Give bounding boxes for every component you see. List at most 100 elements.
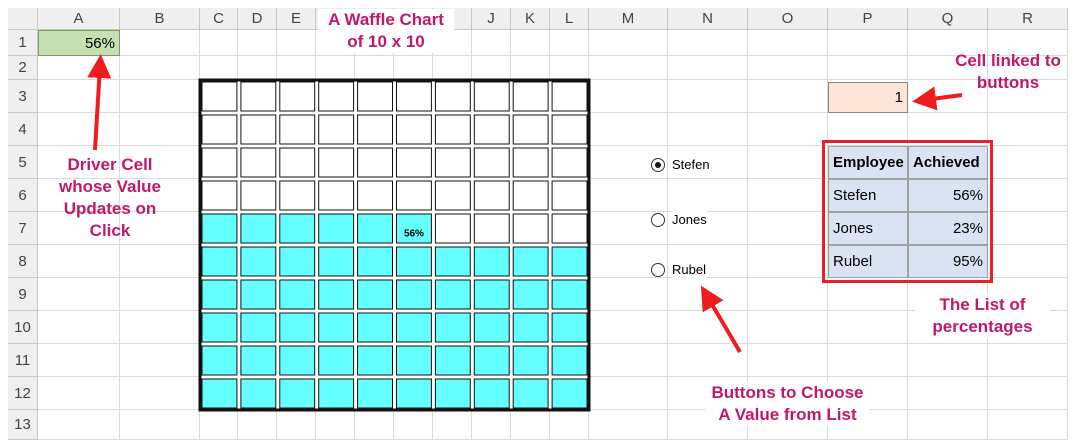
waffle-cell-filled — [279, 312, 316, 343]
waffle-cell — [318, 114, 355, 145]
row-header: 13 — [8, 410, 38, 440]
waffle-cell-filled — [473, 378, 510, 409]
waffle-cell — [357, 114, 394, 145]
row-header: 2 — [8, 56, 38, 80]
grid-line — [38, 112, 1068, 113]
waffle-cell — [318, 180, 355, 211]
column-header: R — [988, 8, 1068, 30]
waffle-cell — [396, 180, 432, 211]
waffle-cell — [357, 81, 394, 112]
waffle-cell-filled — [512, 378, 549, 409]
radio-label[interactable]: Stefen — [672, 156, 710, 174]
waffle-cell-filled — [434, 312, 471, 343]
waffle-cell — [201, 180, 238, 211]
grid-line — [1067, 30, 1068, 440]
waffle-cell — [473, 180, 510, 211]
row-header: 3 — [8, 80, 38, 113]
waffle-cell — [512, 114, 549, 145]
waffle-cell-filled — [434, 279, 471, 310]
waffle-cell-filled — [551, 378, 588, 409]
waffle-cell-filled — [201, 279, 238, 310]
waffle-cell-filled — [201, 213, 238, 244]
column-header: Q — [908, 8, 988, 30]
radio-label[interactable]: Jones — [672, 211, 707, 229]
waffle-cell-filled — [512, 246, 549, 277]
column-header: N — [668, 8, 748, 30]
row-header: 11 — [8, 344, 38, 377]
waffle-cell — [396, 114, 432, 145]
table-cell: 23% — [908, 212, 988, 245]
waffle-cell — [279, 114, 316, 145]
waffle-cell — [434, 180, 471, 211]
waffle-cell-filled — [551, 312, 588, 343]
waffle-cell-filled — [318, 312, 355, 343]
grid-line — [38, 310, 1068, 311]
grid-line — [510, 30, 511, 440]
waffle-cell-filled — [551, 279, 588, 310]
waffle-cell — [551, 114, 588, 145]
waffle-cell-filled — [240, 246, 277, 277]
column-header: D — [238, 8, 277, 30]
waffle-cell-filled — [396, 279, 432, 310]
waffle-cell — [279, 180, 316, 211]
column-header: O — [748, 8, 828, 30]
waffle-cell-filled — [396, 345, 432, 376]
waffle-cell-filled — [240, 279, 277, 310]
column-header: L — [550, 8, 589, 30]
column-header: E — [277, 8, 316, 30]
linked-cell: 1 — [828, 82, 908, 113]
row-header: 7 — [8, 212, 38, 245]
waffle-cell — [240, 147, 277, 178]
waffle-cell-filled — [434, 378, 471, 409]
waffle-cell — [434, 114, 471, 145]
waffle-cell-filled — [434, 246, 471, 277]
grid-line — [199, 30, 200, 440]
waffle-cell-filled — [357, 246, 394, 277]
radio-label[interactable]: Rubel — [672, 261, 706, 279]
waffle-cell — [551, 81, 588, 112]
grid-line — [38, 376, 1068, 377]
grid-line — [393, 30, 394, 440]
waffle-cell — [512, 147, 549, 178]
radio-button[interactable] — [651, 213, 665, 227]
waffle-cell — [279, 147, 316, 178]
grid-line — [667, 30, 668, 440]
waffle-cell — [357, 180, 394, 211]
column-header: A — [38, 8, 120, 30]
table-cell: Rubel — [828, 245, 908, 278]
waffle-cell — [396, 81, 432, 112]
grid-line — [276, 30, 277, 440]
waffle-cell-filled — [396, 246, 432, 277]
radio-button[interactable] — [651, 263, 665, 277]
annotation: Buttons to Choose A Value from List — [705, 382, 870, 426]
waffle-cell-filled — [240, 345, 277, 376]
waffle-cell-filled — [201, 312, 238, 343]
grid-line — [38, 343, 1068, 344]
table-cell: 56% — [908, 179, 988, 212]
waffle-cell-filled — [473, 246, 510, 277]
waffle-cell — [318, 147, 355, 178]
waffle-cell-filled — [512, 312, 549, 343]
waffle-border — [198, 78, 591, 412]
waffle-cell — [201, 147, 238, 178]
waffle-label: 56% — [404, 229, 424, 240]
row-header: 10 — [8, 311, 38, 344]
arrow — [912, 86, 963, 111]
column-header: K — [511, 8, 550, 30]
grid-line — [827, 30, 828, 440]
row-header: 1 — [8, 30, 38, 56]
row-header: 5 — [8, 146, 38, 179]
waffle-cell-filled — [396, 312, 432, 343]
waffle-title: A Waffle Chart of 10 x 10 — [318, 9, 454, 53]
waffle-cell-filled — [279, 279, 316, 310]
column-header: C — [200, 8, 238, 30]
waffle-cell-filled — [201, 378, 238, 409]
waffle-cell — [512, 213, 549, 244]
waffle-cell — [473, 213, 510, 244]
table-cell: Stefen — [828, 179, 908, 212]
waffle-cell-filled — [201, 246, 238, 277]
waffle-cell — [473, 114, 510, 145]
waffle-cell — [357, 147, 394, 178]
waffle-cell — [434, 147, 471, 178]
